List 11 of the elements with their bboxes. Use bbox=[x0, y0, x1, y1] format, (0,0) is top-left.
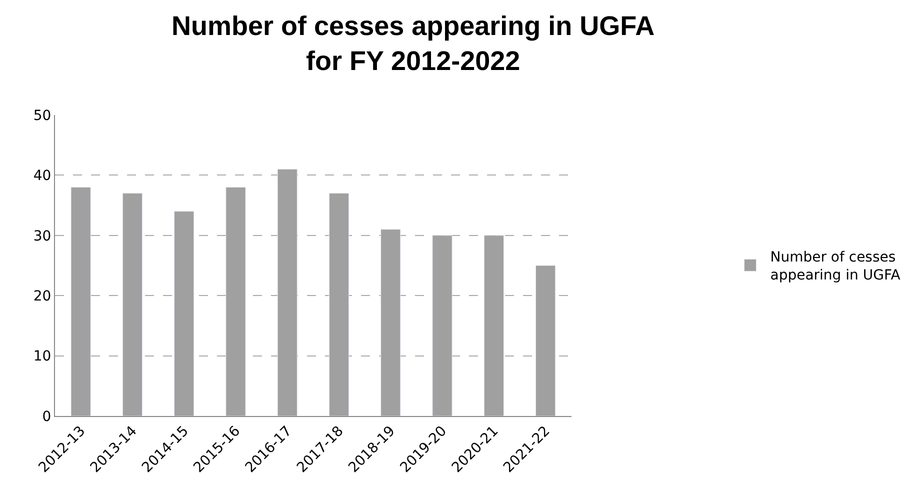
bar bbox=[535, 265, 556, 416]
y-tick-label: 50 bbox=[33, 108, 52, 124]
bar bbox=[174, 211, 194, 416]
y-tick-label: 0 bbox=[42, 408, 52, 425]
y-tick-label: 10 bbox=[33, 348, 52, 365]
y-tick-label: 40 bbox=[33, 168, 52, 184]
chart-title: Number of cesses appearing in UGFA for FY 2012-2022 bbox=[172, 11, 655, 76]
bar bbox=[122, 193, 143, 416]
legend-label: Number of cesses appearing in UGFA bbox=[770, 250, 901, 284]
y-tick-label: 30 bbox=[33, 228, 52, 244]
y-tick-label: 20 bbox=[33, 288, 52, 304]
